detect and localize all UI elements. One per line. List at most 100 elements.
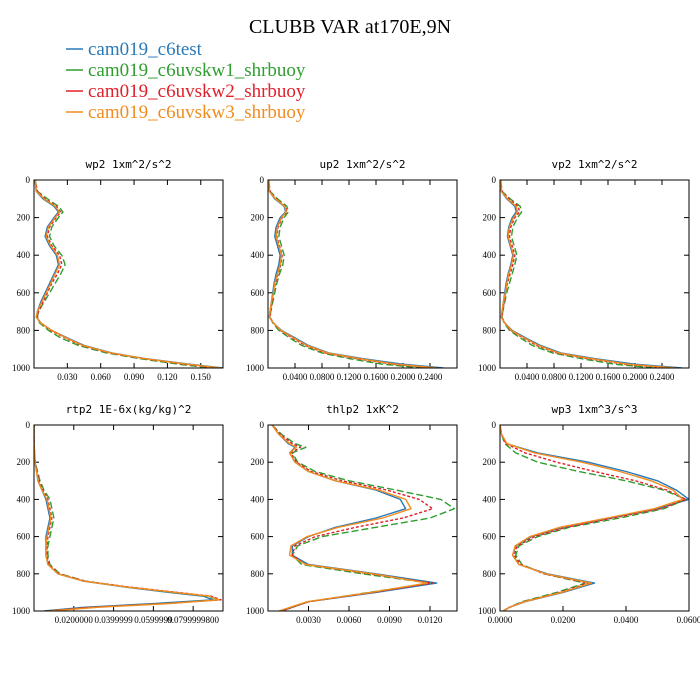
y-tick-label: 200 (483, 213, 497, 223)
y-tick-label: 200 (251, 457, 265, 467)
series-line (34, 425, 222, 611)
y-tick-label: 600 (251, 532, 265, 542)
series-line (34, 425, 214, 611)
x-tick-label: 0.0200000 (55, 615, 94, 625)
series-group (500, 180, 683, 368)
y-tick-label: 400 (251, 494, 265, 504)
figure-title: CLUBB VAR at170E,9N (249, 16, 451, 38)
x-tick-label: 0.2400 (650, 372, 675, 382)
legend-label: cam019_c6uvskw1_shrbuoy (88, 60, 306, 81)
y-tick-label: 0 (492, 175, 497, 185)
y-tick-label: 1000 (12, 606, 31, 616)
plot-frame (33, 424, 224, 612)
x-tick-label: 0.2000 (391, 372, 416, 382)
x-tick-label: 0.0060 (337, 615, 362, 625)
series-line (34, 180, 212, 368)
series-line (268, 180, 424, 368)
chart-panel: rtp2 1E-6x(kg/kg)^2 0 200 400 600 800 1000 0.02… (12, 403, 224, 625)
series-line (500, 425, 684, 611)
panels: wp2 1xm^2/s^2 0 200 400 600 800 1000 0.030 0.060… (12, 158, 700, 625)
chart-panel: thlp2 1xK^2 0 200 400 600 800 1000 0.0030 0.0060… (246, 403, 458, 625)
chart-panel: wp2 1xm^2/s^2 0 200 400 600 800 1000 0.030 0.060… (12, 158, 224, 382)
y-tick-label: 1000 (246, 606, 265, 616)
x-tick-label: 0.0200 (551, 615, 576, 625)
panel-title: vp2 1xm^2/s^2 (551, 158, 637, 171)
y-tick-label: 200 (483, 457, 497, 467)
x-tick-label: 0.0399999 (94, 615, 133, 625)
series-line (500, 425, 689, 611)
y-tick-label: 800 (483, 325, 497, 335)
series-group (268, 180, 444, 368)
x-tick-label: 0.0800 (542, 372, 567, 382)
y-tick-label: 1000 (12, 363, 31, 373)
series-line (34, 425, 220, 611)
x-tick-label: 0.1200 (569, 372, 594, 382)
y-tick-label: 200 (251, 213, 265, 223)
x-tick-label: 0.2000 (623, 372, 648, 382)
legend-label: cam019_c6uvskw2_shrbuoy (88, 81, 306, 102)
y-tick-label: 200 (17, 457, 31, 467)
x-tick-label: 0.1600 (364, 372, 389, 382)
y-tick-label: 600 (483, 532, 497, 542)
y-tick-label: 800 (483, 569, 497, 579)
x-tick-label: 0.0030 (296, 615, 321, 625)
series-line (271, 425, 434, 611)
x-tick-label: 0.2400 (418, 372, 443, 382)
x-tick-label: 0.0400 (614, 615, 639, 625)
y-tick-label: 1000 (478, 606, 497, 616)
chart-panel: up2 1xm^2/s^2 0 200 400 600 800 1000 0.0400 0.08… (246, 158, 458, 382)
series-line (500, 425, 687, 611)
y-tick-label: 0 (260, 175, 265, 185)
y-tick-label: 0 (492, 420, 497, 430)
y-tick-label: 1000 (478, 363, 497, 373)
y-tick-label: 800 (251, 569, 265, 579)
series-line (34, 180, 223, 368)
series-line (271, 425, 438, 611)
plot-frame (499, 424, 690, 612)
x-tick-label: 0.0599999 (134, 615, 173, 625)
panel-title: wp2 1xm^2/s^2 (85, 158, 171, 171)
y-tick-label: 400 (251, 250, 265, 260)
legend-entry: cam019_c6uvskw2_shrbuoy (66, 81, 306, 102)
series-line (500, 180, 656, 368)
series-line (268, 180, 437, 368)
y-tick-label: 600 (483, 288, 497, 298)
y-tick-label: 800 (17, 569, 31, 579)
y-tick-label: 0 (26, 175, 31, 185)
panel-title: wp3 1xm^3/s^3 (551, 403, 637, 416)
y-tick-label: 400 (17, 250, 31, 260)
legend-label: cam019_c6uvskw3_shrbuoy (88, 102, 306, 123)
x-tick-label: 0.0799999800 (167, 615, 219, 625)
series-group (34, 180, 223, 368)
plot-frame (33, 179, 224, 369)
series-line (34, 425, 220, 611)
y-tick-label: 400 (483, 494, 497, 504)
x-tick-label: 0.150 (191, 372, 212, 382)
panel-title: up2 1xm^2/s^2 (319, 158, 405, 171)
y-tick-label: 600 (17, 288, 31, 298)
series-line (500, 180, 669, 368)
y-tick-label: 800 (17, 325, 31, 335)
chart-panel: vp2 1xm^2/s^2 0 200 400 600 800 1000 0.0400 0.08… (478, 158, 690, 382)
series-group (271, 425, 455, 611)
x-tick-label: 0.0400 (515, 372, 540, 382)
x-tick-label: 0.030 (57, 372, 78, 382)
y-tick-label: 600 (17, 532, 31, 542)
plot-frame (267, 424, 458, 612)
y-tick-label: 400 (483, 250, 497, 260)
y-tick-label: 200 (17, 213, 31, 223)
legend-entry: cam019_c6uvskw3_shrbuoy (66, 102, 306, 123)
legend-entry: cam019_c6uvskw1_shrbuoy (66, 60, 306, 81)
y-tick-label: 400 (17, 494, 31, 504)
panel-title: thlp2 1xK^2 (326, 403, 399, 416)
series-line (500, 425, 687, 611)
panel-title: rtp2 1E-6x(kg/kg)^2 (66, 403, 192, 416)
series-group (500, 425, 689, 611)
series-line (34, 180, 218, 368)
y-tick-label: 1000 (246, 363, 265, 373)
series-line (268, 180, 444, 368)
plot-frame (499, 179, 690, 369)
x-tick-label: 0.0090 (377, 615, 402, 625)
x-tick-label: 0.090 (124, 372, 145, 382)
